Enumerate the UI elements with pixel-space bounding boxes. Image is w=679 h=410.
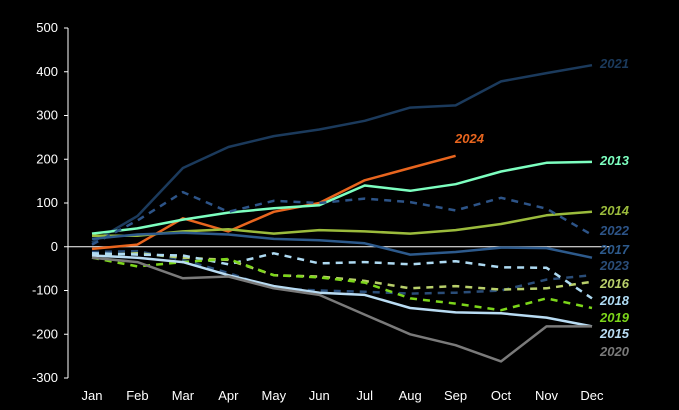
y-tick-label: 500 [36,20,58,35]
series-label-2024: 2024 [454,131,485,146]
series-line-2022 [91,190,593,246]
series-label-2016: 2016 [599,276,630,291]
series-label-2021: 2021 [599,56,629,71]
series-label-2013: 2013 [599,153,630,168]
series-label-2018: 2018 [599,293,630,308]
series-label-2020: 2020 [599,344,630,359]
series-line-2018 [91,252,593,300]
x-tick-label: Aug [399,388,422,403]
x-tick-label: Apr [218,388,239,403]
x-tick-label: Jan [82,388,103,403]
series-label-2017: 2017 [599,242,630,257]
series-line-2020 [91,256,592,363]
x-tick-label: Jul [356,388,373,403]
x-axis-ticks: Jan Feb Mar Apr May Jun Jul Aug Sep Oct Nov Dec [82,388,604,403]
series-lines [91,63,593,363]
x-tick-label: Dec [580,388,604,403]
series-label-2022: 2022 [599,223,630,238]
series-line-2013 [91,160,593,235]
y-tick-label: 100 [36,195,58,210]
series-line-2015 [91,254,593,328]
series-line-2016 [91,252,593,291]
y-tick-label: 0 [51,239,58,254]
series-label-2014: 2014 [599,203,630,218]
series-line-2024 [91,154,456,251]
y-tick-label: -300 [32,370,58,385]
y-axis-ticks: 500 400 300 200 100 0 -100 -200 -300 [32,20,68,385]
x-tick-label: Jun [309,388,330,403]
x-tick-label: Mar [172,388,195,403]
x-tick-label: May [262,388,287,403]
y-tick-label: -100 [32,283,58,298]
series-label-2019: 2019 [599,310,630,325]
y-tick-label: -200 [32,326,58,341]
series-label-2023: 2023 [599,258,630,273]
y-tick-label: 300 [36,108,58,123]
series-line-2021 [91,63,593,244]
x-tick-label: Nov [535,388,559,403]
y-tick-label: 400 [36,64,58,79]
series-label-2015: 2015 [599,326,630,341]
x-tick-label: Oct [491,388,512,403]
x-tick-label: Sep [444,388,467,403]
x-tick-label: Feb [126,388,148,403]
y-tick-label: 200 [36,151,58,166]
series-line-2017 [91,231,593,259]
series-line-2019 [91,256,593,312]
